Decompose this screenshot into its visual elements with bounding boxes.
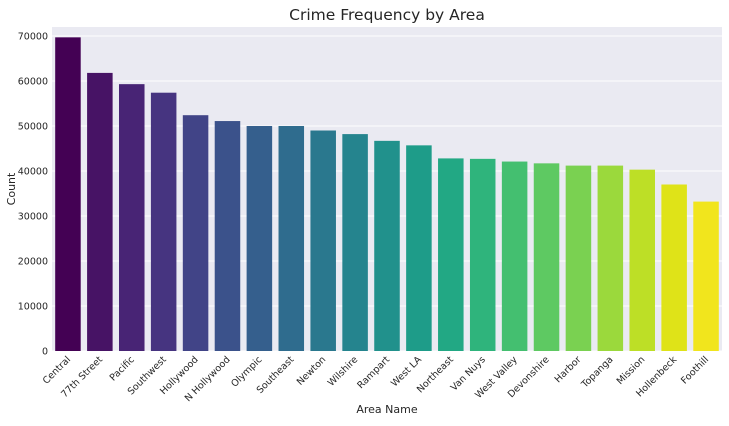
bar-olympic [246, 126, 273, 351]
y-tick-label: 50000 [18, 122, 48, 133]
bar-harbor [565, 165, 592, 351]
x-tick-label: Central [41, 354, 73, 386]
bar-rampart [374, 140, 400, 351]
bar-newton [310, 130, 336, 351]
bar-pacific [119, 84, 145, 352]
y-tick-label: 0 [42, 347, 48, 358]
x-tick-label: Foothill [679, 354, 711, 386]
y-tick-label: 10000 [18, 302, 48, 313]
bar-southeast [278, 126, 305, 351]
chart-title: Crime Frequency by Area [289, 6, 485, 24]
x-tick-label: Pacific [108, 354, 137, 383]
y-tick-label: 40000 [18, 167, 48, 178]
bar-west-la [406, 145, 432, 351]
x-tick-label: Newton [295, 354, 328, 387]
bar-wilshire [342, 134, 368, 351]
bar-southwest [150, 92, 177, 351]
bar-devonshire [533, 163, 560, 351]
y-tick-labels: 0 10000 20000 30000 40000 50000 60000 70000 [18, 32, 48, 358]
y-tick-label: 30000 [18, 212, 48, 223]
bar-mission [629, 169, 655, 351]
bar-topanga [597, 165, 624, 351]
x-tick-label: Rampart [355, 354, 392, 391]
bar-central [55, 37, 81, 351]
y-tick-label: 70000 [18, 32, 48, 43]
bar-77th-street [87, 72, 113, 352]
x-tick-label: Harbor [553, 354, 584, 385]
bar-west-valley [501, 161, 528, 351]
bar-hollywood [182, 115, 209, 351]
bar-van-nuys [469, 158, 496, 351]
y-tick-label: 20000 [18, 257, 48, 268]
x-tick-label: Topanga [579, 354, 616, 391]
y-tick-label: 60000 [18, 77, 48, 88]
bar-hollenbeck [661, 184, 687, 351]
bar-northeast [438, 158, 464, 351]
bars [55, 37, 719, 352]
bar-n-hollywood [214, 121, 241, 351]
x-axis-label: Area Name [356, 403, 417, 416]
y-axis-label: Count [5, 172, 18, 205]
bar-foothill [693, 201, 719, 351]
